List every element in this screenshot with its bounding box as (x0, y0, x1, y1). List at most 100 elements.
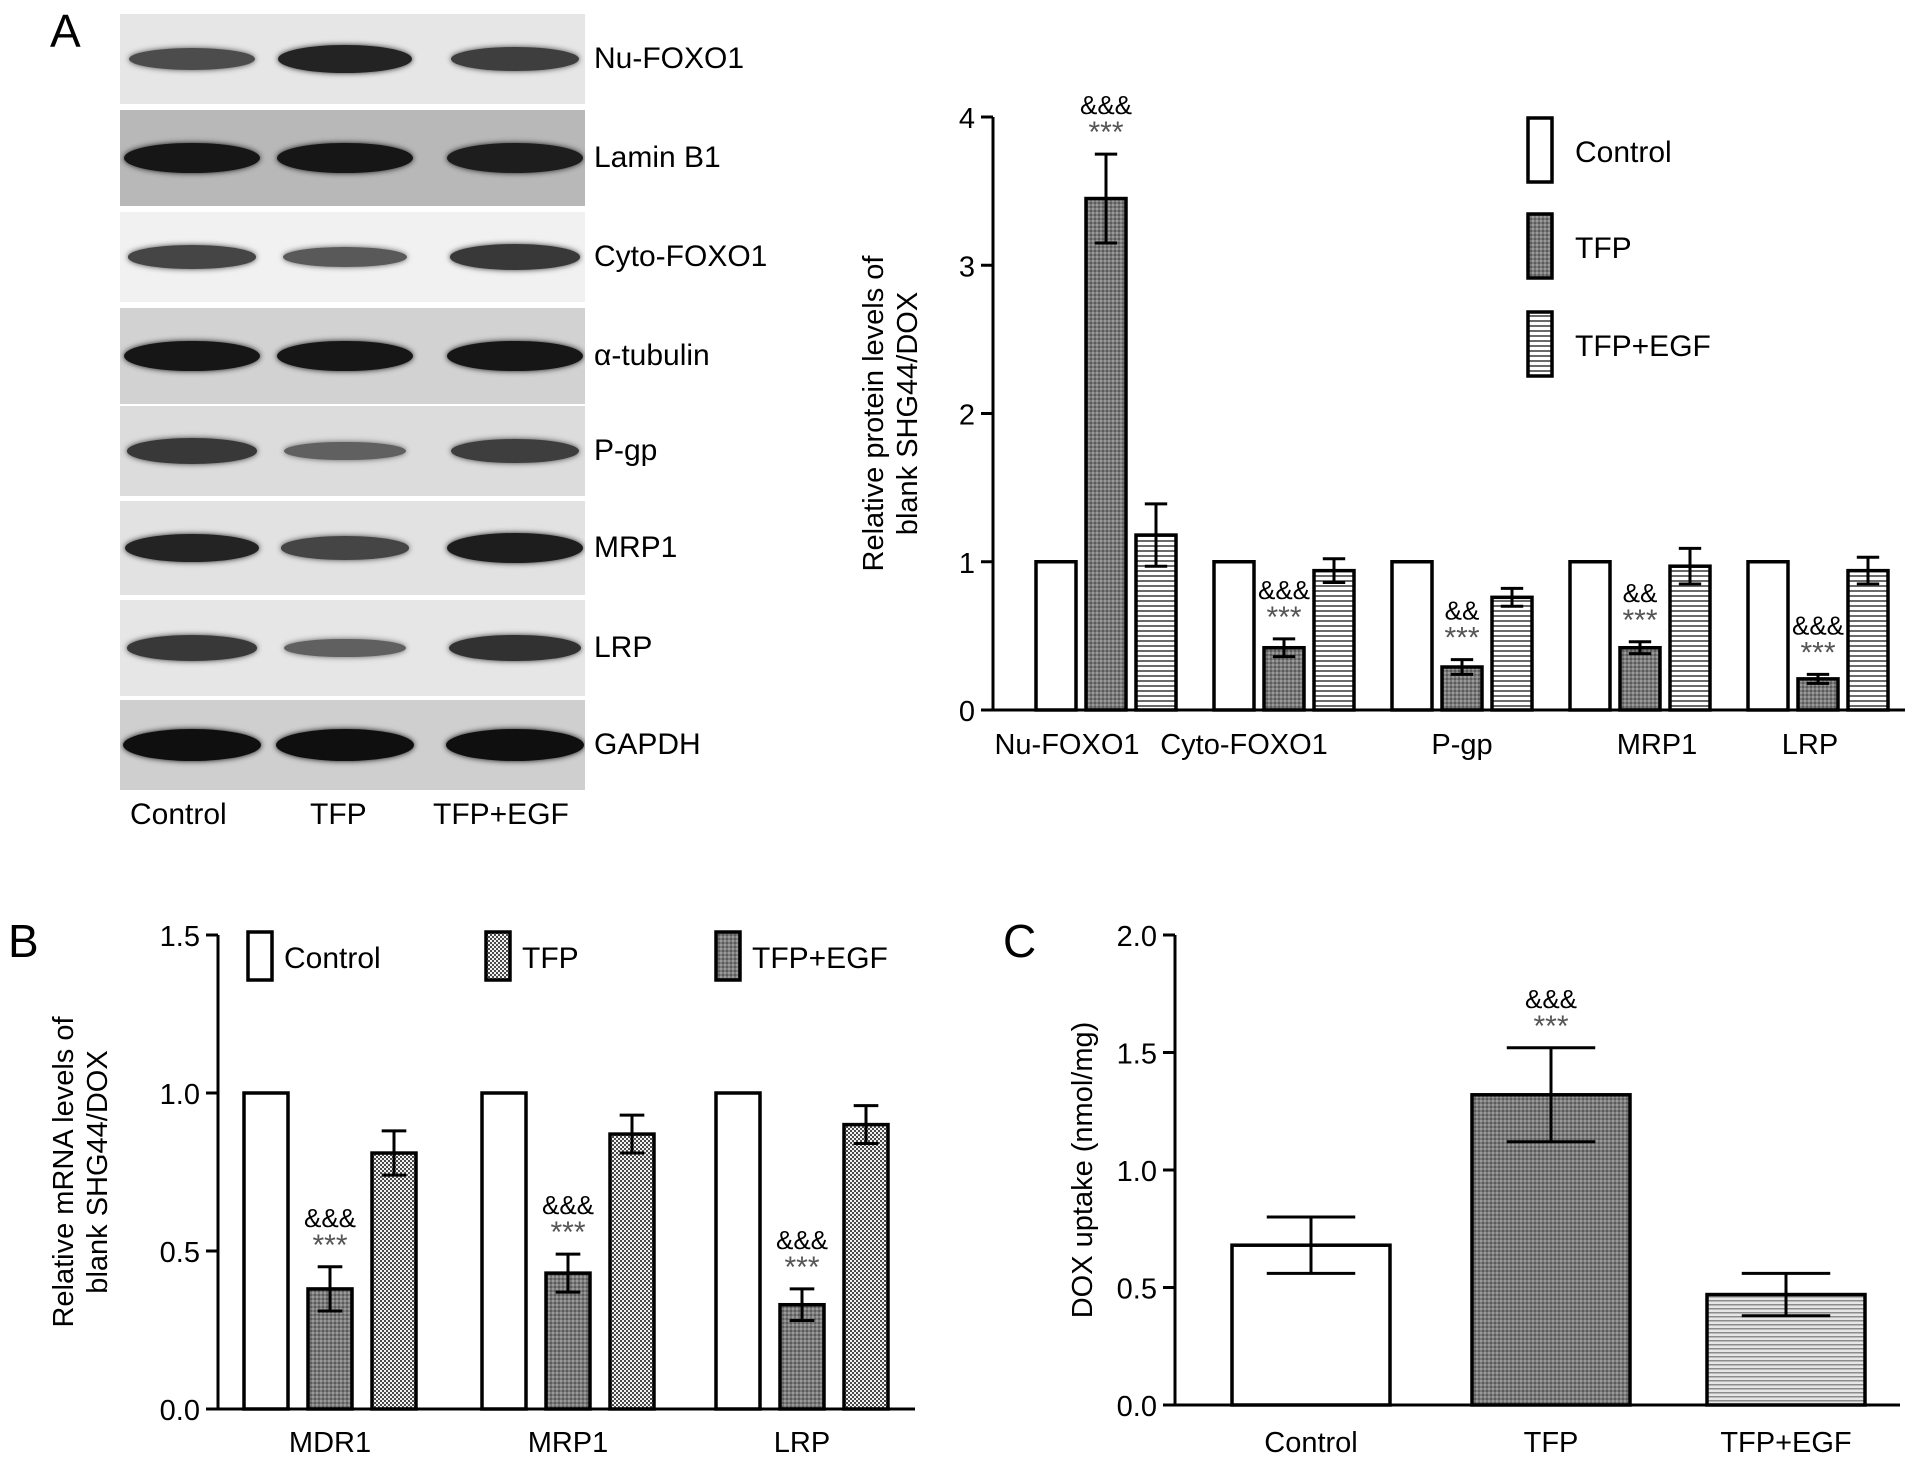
y-tick-label: 2 (959, 400, 975, 432)
legend-swatch (1526, 212, 1554, 280)
x-tick-label: Cyto-FOXO1 (1160, 729, 1328, 761)
blot-strip (120, 406, 585, 496)
blot-row-label: Lamin B1 (594, 141, 721, 174)
y-tick-label: 4 (959, 103, 975, 135)
legend-swatch (1526, 310, 1554, 378)
blot-strip (120, 600, 585, 696)
blot-row-label: Cyto-FOXO1 (594, 240, 768, 273)
bar (1846, 568, 1890, 712)
bar (1705, 1292, 1867, 1407)
bar (1230, 1243, 1392, 1407)
x-tick-label: MDR1 (289, 1427, 371, 1459)
bar (1390, 560, 1434, 712)
blot-band (276, 729, 414, 761)
blot-row-label: P-gp (594, 434, 658, 467)
y-tick-label: 1.5 (160, 921, 200, 953)
significance-star: *** (312, 1229, 347, 1262)
y-tick-label: 0.5 (160, 1237, 200, 1269)
y-axis-label: Relative protein levels ofblank SHG44/DO… (858, 255, 924, 572)
significance-star: *** (1622, 604, 1657, 637)
bar (1262, 645, 1306, 712)
bar (1134, 533, 1178, 712)
legend-swatch (246, 930, 274, 982)
bar (1034, 560, 1078, 712)
blot-band (276, 340, 414, 372)
blot-band (449, 244, 581, 270)
bar (1212, 560, 1256, 712)
significance-star: *** (550, 1216, 585, 1249)
blot-band (123, 340, 261, 372)
bar (714, 1091, 762, 1411)
legend-label: TFP (1575, 232, 1632, 265)
blot-row-label: GAPDH (594, 728, 701, 761)
blot-strip (120, 110, 585, 206)
blot-band (450, 438, 580, 464)
significance-amp: && (1623, 578, 1658, 608)
y-tick-label: 0.0 (160, 1395, 200, 1427)
blot-strip (120, 501, 585, 595)
blot-lane-label: TFP (310, 798, 367, 831)
significance-amp: &&& (1080, 90, 1132, 120)
y-tick-label: 1 (959, 548, 975, 580)
blot-band (123, 729, 261, 761)
bar (1470, 1093, 1632, 1407)
y-axis-label: DOX uptake (nmol/mg) (1067, 1022, 1099, 1319)
x-tick-label: P-gp (1431, 729, 1492, 761)
significance-amp: &&& (304, 1203, 356, 1233)
significance-star: *** (1266, 601, 1301, 634)
bar (1440, 665, 1484, 712)
y-tick-label: 0.0 (1117, 1391, 1157, 1423)
bar (842, 1122, 890, 1411)
blot-band (276, 142, 414, 174)
blot-band (124, 533, 260, 563)
panel-letter-b: B (8, 915, 39, 967)
blot-row-label: α-tubulin (594, 339, 710, 372)
blot-band (283, 638, 407, 658)
blot-band (283, 441, 407, 461)
significance-star: *** (1533, 1010, 1568, 1043)
blot-strip (120, 212, 585, 302)
y-axis-label: Relative mRNA levels ofblank SHG44/DOX (48, 1016, 114, 1328)
blot-band (449, 634, 581, 662)
y-tick-label: 3 (959, 251, 975, 283)
blot-band (281, 536, 409, 560)
bar (306, 1287, 354, 1411)
blot-band (447, 143, 583, 173)
bar (1746, 560, 1790, 712)
significance-amp: &&& (1525, 984, 1577, 1014)
bar (1668, 564, 1712, 712)
bar (1312, 568, 1356, 712)
x-tick-label: LRP (1782, 729, 1838, 761)
legend-label: TFP+EGF (752, 942, 888, 975)
blot-band (126, 438, 258, 464)
significance-amp: && (1445, 596, 1480, 626)
bar (1084, 196, 1128, 712)
blot-band (126, 635, 258, 661)
blot-band (283, 247, 407, 267)
significance-star: *** (1088, 116, 1123, 149)
blot-lane-label: Control (130, 798, 227, 831)
bar (370, 1151, 418, 1411)
y-tick-label: 0 (959, 696, 975, 728)
blot-band (128, 47, 256, 71)
x-tick-label: MRP1 (1617, 729, 1698, 761)
legend-swatch (484, 930, 512, 982)
x-tick-label: Control (1264, 1427, 1358, 1459)
y-tick-label: 1.5 (1117, 1039, 1157, 1071)
blot-band (447, 533, 583, 563)
y-tick-label: 1.0 (1117, 1156, 1157, 1188)
x-tick-label: LRP (774, 1427, 830, 1459)
significance-star: *** (1800, 636, 1835, 669)
legend-label: Control (1575, 136, 1672, 169)
bar (242, 1091, 290, 1411)
blot-band (128, 245, 256, 269)
significance-star: *** (1444, 622, 1479, 655)
significance-star: *** (784, 1251, 819, 1284)
blot-row-label: LRP (594, 631, 653, 664)
x-tick-label: Nu-FOXO1 (994, 729, 1139, 761)
legend-label: TFP+EGF (1575, 330, 1711, 363)
legend-swatch (714, 930, 742, 982)
blot-strip (120, 14, 585, 104)
panel-letter-c: C (1003, 915, 1037, 967)
panel-letter-a: A (50, 5, 81, 57)
